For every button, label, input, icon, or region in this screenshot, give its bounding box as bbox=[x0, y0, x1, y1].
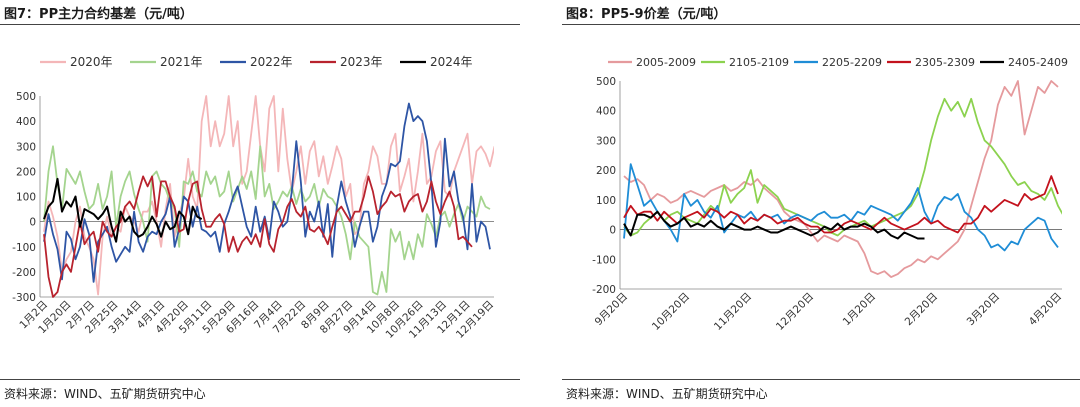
y-tick-label: 300 bbox=[596, 135, 616, 147]
x-tick-label: 10月20日 bbox=[650, 291, 692, 333]
chart-title: 图7：PP主力合约基差（元/吨） bbox=[4, 7, 193, 22]
legend-label-4: 2023年 bbox=[340, 55, 383, 69]
title-rule bbox=[0, 24, 520, 25]
x-tick-label: 9月20日 bbox=[593, 291, 631, 329]
y-tick-label: 400 bbox=[16, 116, 36, 128]
legend-label-5: 2024年 bbox=[430, 55, 473, 69]
series-group bbox=[43, 95, 494, 298]
source-rule bbox=[562, 379, 1080, 380]
y-tick-label: 0 bbox=[29, 217, 36, 229]
chart-title: 图8：PP5-9价差（元/吨） bbox=[566, 7, 727, 22]
legend-label-2: 2021年 bbox=[160, 55, 203, 69]
legend-label-1: 2005-2009 bbox=[636, 56, 696, 69]
source-note: 资料来源：WIND、五矿期货研究中心 bbox=[4, 387, 206, 401]
series-line-5 bbox=[623, 210, 925, 240]
legend-label-4: 2305-2309 bbox=[915, 56, 975, 69]
y-tick-label: 300 bbox=[16, 141, 36, 153]
y-tick-label: -200 bbox=[592, 284, 616, 296]
source-note: 资料来源：WIND、五矿期货研究中心 bbox=[566, 387, 768, 401]
series-line-1 bbox=[43, 95, 494, 296]
legend-label-5: 2405-2409 bbox=[1008, 56, 1068, 69]
series-line-5 bbox=[43, 177, 203, 243]
y-tick-label: 400 bbox=[596, 106, 616, 118]
series-line-3 bbox=[623, 163, 1059, 252]
y-tick-label: 200 bbox=[16, 166, 36, 178]
y-tick-label: 0 bbox=[609, 225, 616, 237]
basis-chart-svg: -300-200-10001002003004005001月2日1月20日2月7… bbox=[12, 55, 496, 341]
y-tick-label: -300 bbox=[12, 292, 36, 304]
y-tick-label: 500 bbox=[596, 76, 616, 88]
series-line-1 bbox=[623, 80, 1059, 279]
x-tick-label: 2月20日 bbox=[903, 291, 941, 329]
panel-spread-chart: 图8：PP5-9价差（元/吨） -200 -100 0 100 200 300 400 500… bbox=[562, 0, 1080, 407]
legend-label-3: 2022年 bbox=[250, 55, 293, 69]
series-group bbox=[623, 80, 1062, 279]
series-line-2 bbox=[43, 145, 491, 296]
title-rule bbox=[562, 24, 1080, 25]
y-tick-label: -100 bbox=[12, 242, 36, 254]
spread-chart-svg: -200 -100 0 100 200 300 400 500 9月20日 10月20日 11月20… bbox=[592, 56, 1068, 333]
x-tick-label: 1月20日 bbox=[841, 291, 879, 329]
source-rule bbox=[0, 379, 520, 380]
legend: 2005-2009 2105-2109 2205-2209 2305-2309 2405… bbox=[608, 56, 1068, 69]
legend: 2020年 2021年 2022年 2023年 2024年 bbox=[40, 55, 473, 69]
y-tick-label: 100 bbox=[16, 192, 36, 204]
x-tick-label: 11月20日 bbox=[712, 291, 754, 333]
legend-label-1: 2020年 bbox=[70, 55, 113, 69]
y-tick-label: 100 bbox=[596, 195, 616, 207]
y-tick-label: 200 bbox=[596, 165, 616, 177]
series-line-4 bbox=[43, 175, 473, 298]
legend-label-3: 2205-2209 bbox=[822, 56, 882, 69]
x-tick-label: 4月20日 bbox=[1027, 291, 1065, 329]
legend-label-2: 2105-2109 bbox=[729, 56, 789, 69]
y-tick-label: -200 bbox=[12, 267, 36, 279]
x-tick-label: 12月20日 bbox=[774, 291, 816, 333]
y-tick-label: -100 bbox=[592, 254, 616, 266]
x-tick-label: 3月20日 bbox=[965, 291, 1003, 329]
panel-basis-chart: 图7：PP主力合约基差（元/吨） -300 -200 -100 0 100 200 300 4… bbox=[0, 0, 520, 407]
y-tick-label: 500 bbox=[16, 91, 36, 103]
